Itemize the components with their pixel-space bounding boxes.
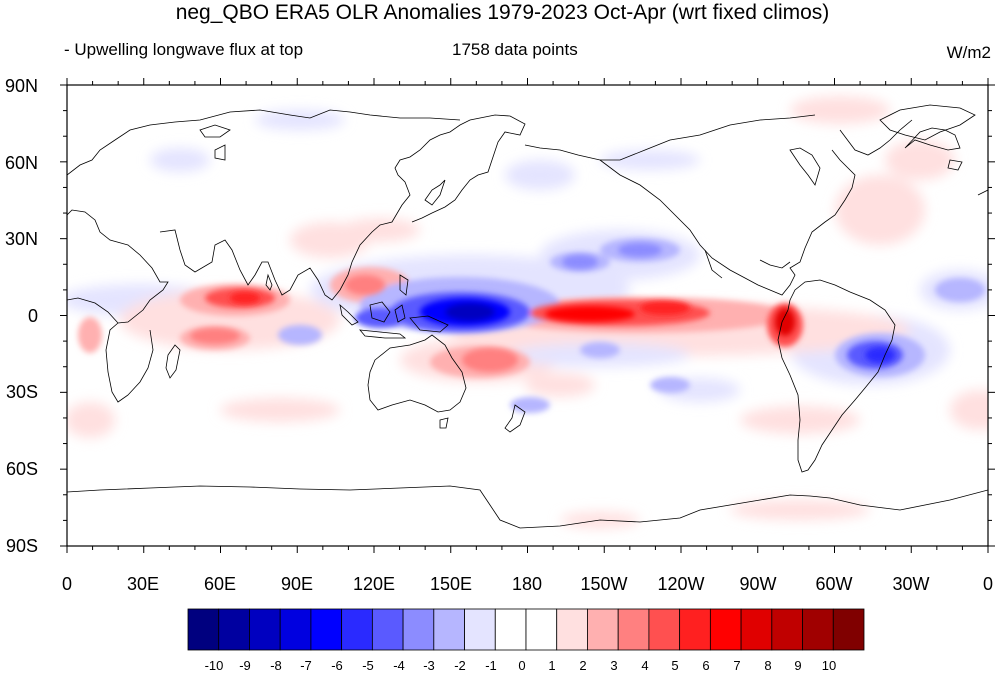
colorbar-box [587, 608, 619, 651]
lon-label: 30W [892, 574, 930, 594]
colorbar-label: -7 [300, 658, 312, 673]
colorbar-label: 9 [794, 658, 802, 673]
units-label: W/m2 [946, 43, 991, 62]
lon-label: 120W [657, 574, 705, 594]
colorbar-label: -5 [362, 658, 374, 673]
colorbar-label: 0 [518, 658, 526, 673]
colorbar-box [187, 608, 220, 651]
lon-label: 90E [280, 574, 314, 594]
colorbar [187, 608, 865, 651]
colorbar-box [402, 608, 435, 651]
colorbar-box [464, 608, 496, 651]
colorbar-box [279, 608, 312, 651]
colorbar-label: 3 [610, 658, 618, 673]
variable-description: - Upwelling longwave flux at top [64, 40, 304, 59]
colorbar-label: -2 [454, 658, 466, 673]
colorbar-label: -4 [393, 658, 405, 673]
colorbar-label: 10 [821, 658, 837, 673]
lon-label: 0 [61, 574, 72, 594]
plot-title: neg_QBO ERA5 OLR Anomalies 1979-2023 Oct… [175, 1, 830, 24]
lon-label: 150E [429, 574, 473, 594]
colorbar-box [371, 608, 404, 651]
lon-label: 120E [352, 574, 396, 594]
lat-label: 30S [5, 382, 38, 402]
colorbar-box [648, 608, 681, 651]
lon-label: 180 [511, 574, 543, 594]
colorbar-label: 7 [733, 658, 741, 673]
colorbar-label: -10 [204, 658, 224, 673]
colorbar-label: 8 [764, 658, 772, 673]
axis-ticks [60, 78, 995, 553]
lat-label: 30N [4, 229, 38, 249]
lat-label: 0 [27, 306, 38, 326]
lon-label: 60W [815, 574, 853, 594]
lon-label: 60E [203, 574, 237, 594]
colorbar-box [556, 608, 588, 651]
colorbar-box [832, 608, 865, 651]
lon-label: 90W [739, 574, 777, 594]
lat-label: 60S [5, 459, 38, 479]
lat-label: 60N [4, 153, 38, 173]
colorbar-box [740, 608, 773, 651]
colorbar-label: -6 [331, 658, 343, 673]
anomaly-field [67, 96, 988, 528]
colorbar-label: 2 [579, 658, 587, 673]
colorbar-box [310, 608, 343, 651]
colorbar-label: -8 [270, 658, 282, 673]
colorbar-label: -9 [239, 658, 251, 673]
colorbar-box [525, 608, 558, 651]
colorbar-box [433, 608, 465, 651]
colorbar-box [341, 608, 373, 651]
lon-label: 30E [126, 574, 160, 594]
colorbar-label: 5 [671, 658, 679, 673]
lat-label: 90S [5, 536, 38, 556]
colorbar-box [617, 608, 650, 651]
colorbar-box [709, 608, 742, 651]
colorbar-label: 1 [548, 658, 556, 673]
colorbar-box [771, 608, 803, 651]
lon-label: 0 [982, 574, 993, 594]
colorbar-label: -1 [485, 658, 497, 673]
colorbar-label: 4 [641, 658, 649, 673]
colorbar-label: 6 [702, 658, 710, 673]
lat-label: 90N [4, 76, 38, 96]
data-points-count: 1758 data points [452, 40, 578, 59]
colorbar-box [802, 608, 834, 651]
colorbar-box [679, 608, 711, 651]
colorbar-label: -3 [423, 658, 435, 673]
colorbar-box [218, 608, 250, 651]
coastlines [67, 104, 988, 529]
colorbar-box [249, 608, 281, 651]
lon-label: 150W [580, 574, 628, 594]
colorbar-box [494, 608, 527, 651]
